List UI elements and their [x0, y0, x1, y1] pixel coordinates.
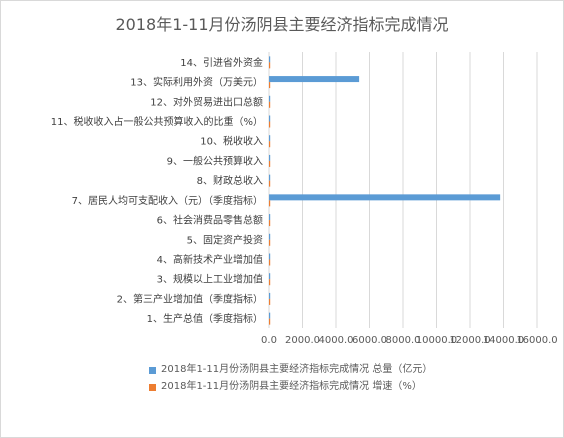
- bar-total: [269, 56, 271, 63]
- bar-growth: [269, 298, 271, 305]
- x-tick-label: 14000.0: [483, 335, 524, 346]
- bar-total: [269, 233, 271, 240]
- category-label: 10、税收收入: [200, 135, 263, 148]
- category-label: 14、引进省外资金: [180, 56, 263, 69]
- bar-growth: [269, 160, 271, 167]
- category-label: 13、实际利用外资（万美元）: [130, 76, 263, 89]
- bar-total: [269, 76, 360, 83]
- x-tick-label: 12000.0: [449, 335, 490, 346]
- category-label: 7、居民人均可支配收入（元）（季度指标）: [72, 194, 263, 207]
- bar-growth: [269, 200, 271, 207]
- chart-title: 2018年1-11月份汤阴县主要经济指标完成情况: [115, 15, 449, 34]
- bar-total: [269, 273, 271, 280]
- legend-item-growth: 2018年1-11月份汤阴县主要经济指标完成情况 增速（%）: [149, 380, 491, 393]
- bar-growth: [269, 220, 271, 227]
- bar-growth: [269, 259, 271, 266]
- bar-growth: [269, 121, 271, 128]
- bar-total: [269, 135, 271, 142]
- legend-swatch-total: [149, 367, 156, 374]
- bar-chart: 0.0 2000.04000.06000.08000.010000.012000.…: [51, 52, 558, 346]
- category-label: 2、第三产业增加值（季度指标）: [117, 292, 263, 305]
- x-tick-label: 6000.0: [352, 335, 387, 346]
- legend-item-total: 2018年1-11月份汤阴县主要经济指标完成情况 总量（亿元）: [149, 363, 491, 376]
- bar-growth: [269, 82, 271, 89]
- legend-swatch-growth: [149, 384, 156, 391]
- bar-total: [269, 253, 271, 260]
- bar-total: [269, 154, 271, 161]
- bar-growth: [269, 318, 271, 325]
- legend-label-growth: 2018年1-11月份汤阴县主要经济指标完成情况 增速（%）: [161, 381, 422, 392]
- bar-total: [269, 174, 271, 181]
- category-label: 3、规模以上工业增加值: [157, 273, 263, 286]
- bar-total: [269, 194, 501, 201]
- category-label: 1、生产总值（季度指标）: [147, 312, 263, 325]
- category-label: 4、高新技术产业增加值: [157, 253, 263, 266]
- bar-growth: [269, 62, 271, 69]
- x-tick-label: 16000.0: [516, 335, 557, 346]
- x-tick-label: 4000.0: [319, 335, 354, 346]
- bar-total: [269, 312, 271, 319]
- bar-total: [269, 214, 271, 221]
- category-label: 12、对外贸易进出口总额: [150, 95, 263, 108]
- bar-total: [269, 115, 271, 122]
- category-label: 8、财政总收入: [197, 174, 263, 187]
- bar-growth: [269, 141, 271, 148]
- legend-label-total: 2018年1-11月份汤阴县主要经济指标完成情况 总量（亿元）: [161, 364, 433, 375]
- x-tick-label: 0.0: [261, 335, 277, 346]
- x-tick-label: 8000.0: [386, 335, 421, 346]
- category-label: 9、一般公共预算收入: [167, 154, 263, 167]
- bar-growth: [269, 180, 271, 187]
- bar-growth: [269, 239, 271, 246]
- category-label: 5、固定资产投资: [187, 233, 263, 246]
- bar-growth: [269, 101, 271, 108]
- x-tick-label: 10000.0: [416, 335, 457, 346]
- chart-legend: 2018年1-11月份汤阴县主要经济指标完成情况 总量（亿元） 2018年1-1…: [149, 363, 491, 397]
- category-label: 6、社会消费品零售总额: [157, 214, 263, 227]
- category-label: 11、税收收入占一般公共预算收入的比重（%）: [51, 115, 263, 128]
- bar-total: [269, 95, 271, 102]
- bar-growth: [269, 279, 271, 286]
- bar-total: [269, 292, 271, 299]
- x-tick-label: 2000.0: [285, 335, 320, 346]
